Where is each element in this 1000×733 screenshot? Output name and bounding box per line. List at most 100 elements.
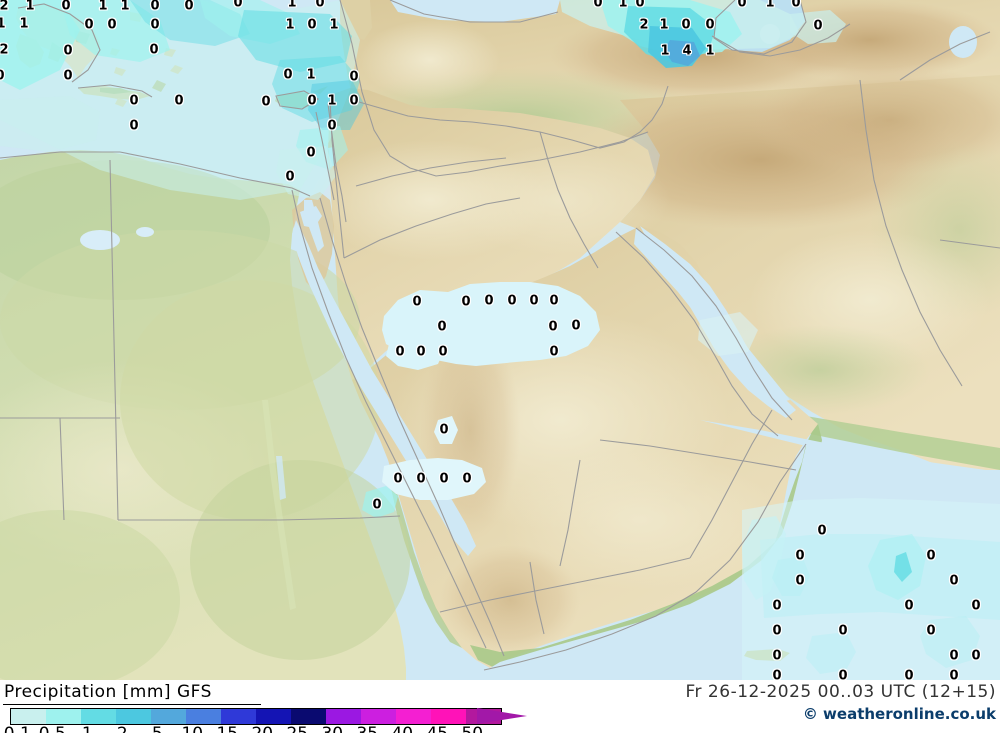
precip-value-label: 0 [61, 0, 71, 14]
precip-value-label: 0 [772, 598, 782, 614]
precipitation-shading-layer [0, 0, 1000, 674]
precip-value-label: 0 [315, 0, 325, 11]
precip-value-label: 0 [129, 93, 139, 109]
precip-value-label: 0 [63, 68, 73, 84]
precip-value-label: 1 [25, 0, 35, 14]
precip-value-label: 0 [772, 648, 782, 664]
precip-value-label: 0 [393, 471, 403, 487]
precip-value-label: 0 [84, 17, 94, 33]
color-scale-tick-label: 35 [356, 724, 378, 733]
precip-value-label: 0 [438, 344, 448, 360]
precip-value-label: 0 [817, 523, 827, 539]
landmass-yemen-oman-coast [470, 424, 822, 668]
precip-value-label: 0 [949, 648, 959, 664]
legend-title-underline [3, 704, 261, 705]
precip-value-label: 0 [795, 573, 805, 589]
color-scale-swatch [116, 709, 151, 724]
precip-value-label: 1 [659, 17, 669, 33]
precip-value-label: 0 [261, 94, 271, 110]
precip-value-label: 0 [548, 319, 558, 335]
precip-value-label: 4 [682, 43, 692, 59]
color-scale-swatch [186, 709, 221, 724]
precip-value-label: 0 [372, 497, 382, 513]
map-terrain-layer [0, 0, 1000, 680]
precip-value-label: 0 [150, 17, 160, 33]
color-scale-tick-label: 25 [286, 724, 308, 733]
precipitation-map[interactable]: 2101100010110001012000001000001000002100… [0, 0, 1000, 680]
precip-value-label: 0 [0, 70, 5, 83]
precip-value-label: 0 [63, 43, 73, 59]
precip-value-label: 1 [287, 0, 297, 11]
precip-value-label: 1 [306, 67, 316, 83]
precip-value-label: 0 [439, 422, 449, 438]
precip-value-label: 0 [306, 145, 316, 161]
precip-value-label: 0 [795, 548, 805, 564]
precip-value-label: 2 [0, 42, 9, 58]
precip-value-label: 0 [150, 0, 160, 14]
precip-value-label: 1 [327, 93, 337, 109]
precip-value-label: 1 [705, 43, 715, 59]
precip-value-label: 0 [926, 623, 936, 639]
color-scale-swatch [291, 709, 326, 724]
forecast-timestamp: Fr 26-12-2025 00..03 UTC (12+15) [685, 682, 996, 702]
precip-value-label: 0 [949, 573, 959, 589]
color-scale-overflow-arrow [477, 708, 527, 724]
precip-value-label: 0 [772, 668, 782, 681]
precip-value-label: 1 [329, 17, 339, 33]
precip-value-label: 0 [416, 344, 426, 360]
precip-value-label: 0 [681, 17, 691, 33]
precip-value-label: 0 [904, 598, 914, 614]
precip-value-label: 0 [705, 17, 715, 33]
precip-value-label: 0 [971, 648, 981, 664]
precip-value-label: 0 [484, 293, 494, 309]
color-scale-ticks: 0.10.5125101520253035404550 [0, 724, 1000, 733]
color-scale-tick-label: 30 [321, 724, 343, 733]
precip-value-label: 0 [395, 344, 405, 360]
precip-value-label: 0 [174, 93, 184, 109]
color-scale-swatch [431, 709, 466, 724]
precip-value-label: 0 [439, 471, 449, 487]
color-scale-swatch [361, 709, 396, 724]
color-scale-swatch [326, 709, 361, 724]
precip-value-label: 0 [635, 0, 645, 11]
precip-value-label: 0 [327, 118, 337, 134]
legend-bar: Precipitation [mm] GFS Fr 26-12-2025 00.… [0, 680, 1000, 733]
precip-value-label: 0 [971, 598, 981, 614]
precip-value-label: 1 [765, 0, 775, 11]
color-scale-tick-label: 50 [461, 724, 483, 733]
precip-value-label: 0 [949, 668, 959, 681]
precip-value-label: 0 [285, 169, 295, 185]
precip-value-label: 1 [120, 0, 130, 14]
precip-value-label: 1 [618, 0, 628, 11]
precip-value-label: 0 [307, 93, 317, 109]
precip-value-label: 0 [791, 0, 801, 11]
precip-value-label: 1 [98, 0, 108, 14]
color-scale-swatch [81, 709, 116, 724]
precip-value-label: 0 [416, 471, 426, 487]
precip-value-label: 0 [412, 294, 422, 310]
precip-value-label: 0 [129, 118, 139, 134]
precip-value-label: 0 [529, 293, 539, 309]
color-scale-tick-label: 0.1 [4, 724, 31, 733]
precip-value-label: 1 [285, 17, 295, 33]
copyright-notice: © weatheronline.co.uk [802, 705, 996, 723]
precip-value-label: 0 [571, 318, 581, 334]
precip-value-label: 1 [0, 16, 6, 32]
precip-value-label: 1 [19, 16, 29, 32]
precip-value-label: 0 [461, 294, 471, 310]
color-scale-tick-label: 10 [181, 724, 203, 733]
precip-value-label: 0 [593, 0, 603, 11]
precip-value-label: 0 [549, 344, 559, 360]
color-scale[interactable] [10, 708, 502, 725]
color-scale-swatch [11, 709, 46, 724]
precip-value-label: 0 [283, 67, 293, 83]
precip-value-label: 1 [660, 43, 670, 59]
precip-value-label: 0 [349, 93, 359, 109]
precip-value-label: 0 [904, 668, 914, 681]
precip-value-label: 0 [507, 293, 517, 309]
color-scale-tick-label: 5 [152, 724, 163, 733]
map-borders-layer [0, 0, 1000, 671]
color-scale-swatch [256, 709, 291, 724]
precip-value-label: 0 [838, 668, 848, 681]
